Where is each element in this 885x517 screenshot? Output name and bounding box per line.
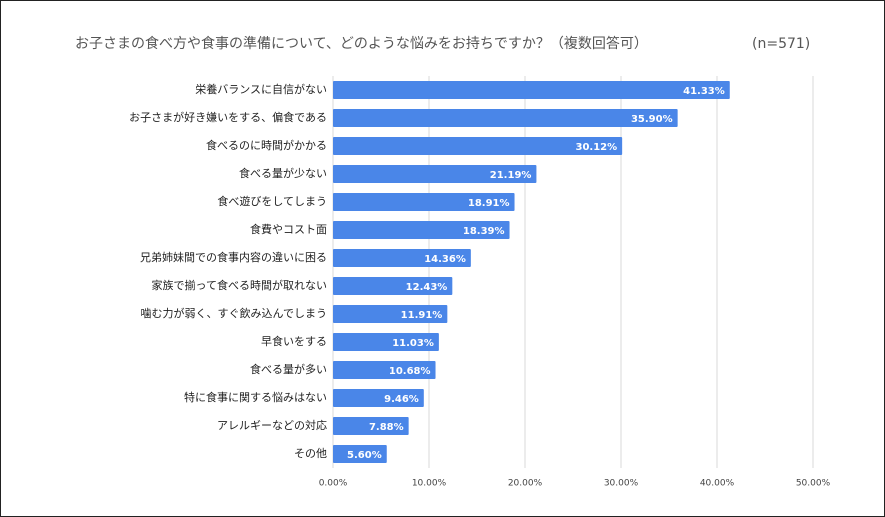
x-tick-label: 0.00% — [319, 479, 348, 489]
bar — [333, 81, 730, 99]
x-tick-label: 40.00% — [700, 479, 735, 489]
chart-title: お子さまの食べ方や食事の準備について、どのような悩みをお持ちですか？（複数回答可… — [75, 35, 648, 52]
bar — [333, 277, 453, 295]
y-tick-label: 早食いをする — [261, 334, 327, 348]
bar — [333, 221, 510, 239]
value-label: 11.03% — [392, 338, 434, 349]
bar — [333, 305, 448, 323]
value-label: 5.60% — [347, 450, 382, 461]
y-tick-label: 特に食事に関する悩みはない — [184, 390, 327, 404]
y-tick-label: 食費やコスト面 — [250, 222, 327, 236]
value-label: 21.19% — [490, 170, 532, 181]
y-tick-label: 食べる量が多い — [250, 362, 327, 376]
value-label: 14.36% — [424, 254, 466, 265]
x-tick-label: 50.00% — [796, 479, 831, 489]
value-label: 7.88% — [369, 422, 404, 433]
y-tick-label: お子さまが好き嫌いをする、偏食である — [129, 110, 327, 124]
x-tick-label: 10.00% — [412, 479, 447, 489]
y-tick-label: 食べ遊びをしてしまう — [217, 194, 327, 208]
value-label: 30.12% — [575, 142, 617, 153]
y-tick-label: 家族で揃って食べる時間が取れない — [152, 278, 327, 292]
x-tick-label: 30.00% — [604, 479, 639, 489]
y-tick-label: その他 — [294, 447, 327, 460]
bar — [333, 165, 537, 183]
value-label: 12.43% — [406, 282, 448, 293]
chart-subtitle: (n=571) — [752, 36, 810, 52]
bar — [333, 333, 439, 351]
value-label: 9.46% — [384, 394, 419, 405]
bar — [333, 249, 471, 267]
y-tick-label: 兄弟姉妹間での食事内容の違いに困る — [140, 250, 327, 264]
y-tick-label: 栄養バランスに自信がない — [195, 82, 327, 96]
y-tick-label: アレルギーなどの対応 — [217, 418, 327, 432]
bar — [333, 389, 424, 407]
y-tick-label: 食べる量が少ない — [239, 166, 327, 180]
value-label: 10.68% — [389, 366, 431, 377]
x-tick-label: 20.00% — [508, 479, 543, 489]
y-tick-label: 食べるのに時間がかかる — [206, 138, 327, 152]
value-label: 18.39% — [463, 226, 505, 237]
value-label: 11.91% — [401, 310, 443, 321]
y-tick-label: 噛む力が弱く、すぐ飲み込んでしまう — [141, 306, 327, 320]
bar — [333, 417, 409, 435]
value-label: 41.33% — [683, 86, 725, 97]
bar — [333, 137, 623, 155]
bar — [333, 193, 515, 211]
bar — [333, 109, 678, 127]
bar — [333, 361, 436, 379]
value-label: 35.90% — [631, 114, 673, 125]
bar — [333, 445, 387, 463]
value-label: 18.91% — [468, 198, 510, 209]
